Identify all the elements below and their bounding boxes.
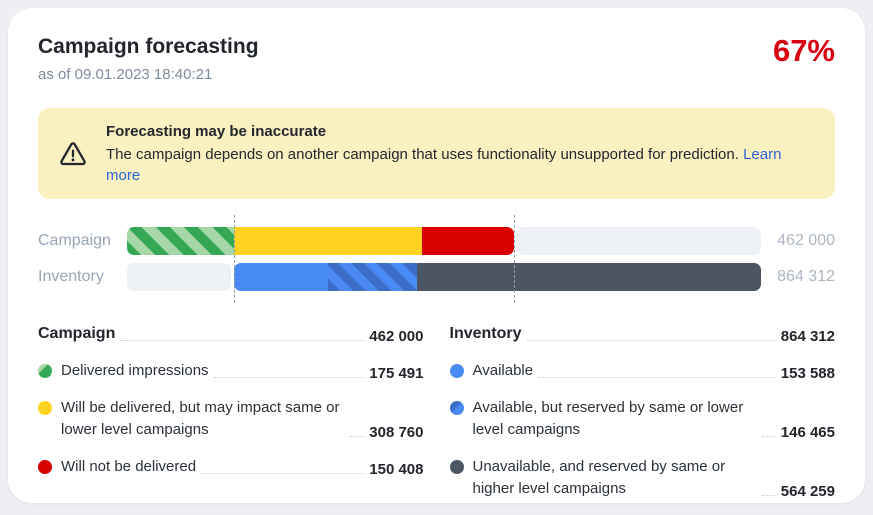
forecast-bars: Campaign 462 000 Inventory 864 312 (38, 215, 835, 303)
legend-item-value: 308 760 (369, 424, 424, 441)
legend-item-value: 150 408 (369, 461, 424, 478)
available-swatch-icon (449, 364, 464, 378)
dotted-leader (350, 436, 365, 437)
legend-campaign-column: Campaign 462 000 Delivered impressions 1… (38, 323, 424, 515)
bar-track-empty (127, 263, 231, 291)
legend-item-delivered: Delivered impressions 175 491 (38, 360, 424, 382)
delivered-swatch-icon (38, 364, 52, 378)
dotted-leader (526, 340, 776, 341)
legend-item-value: 564 259 (780, 483, 835, 500)
inventory-bar-row: Inventory 864 312 (38, 263, 835, 291)
campaign-bar-label: Campaign (38, 232, 111, 249)
bar-segment-delivered-impressions (127, 227, 234, 255)
available-reserved-swatch-icon (449, 401, 464, 415)
forecast-percent: 67% (772, 33, 835, 68)
legend-item-will-be-delivered: Will be delivered, but may impact same o… (38, 397, 424, 441)
campaign-bar-value: 462 000 (777, 232, 835, 249)
warning-title: Forecasting may be inaccurate (106, 123, 327, 140)
legend-item-available-reserved: Available, but reserved by same or lower… (449, 397, 835, 441)
legend-item-value: 175 491 (369, 365, 424, 382)
campaign-forecasting-card: Campaign forecasting as of 09.01.2023 18… (8, 8, 865, 503)
will-be-delivered-swatch-icon (38, 401, 52, 415)
legend: Campaign 462 000 Delivered impressions 1… (38, 323, 835, 515)
legend-item-available: Available 153 588 (449, 360, 835, 382)
bar-track-empty (516, 227, 761, 255)
dotted-leader (201, 473, 365, 474)
warning-content: Forecasting may be inaccurate The campai… (106, 121, 815, 186)
will-not-be-delivered-swatch-icon (38, 460, 52, 474)
dotted-leader (213, 377, 365, 378)
legend-campaign-title: Campaign (38, 325, 116, 342)
legend-item-label: Available, but reserved by same or lower… (472, 399, 744, 438)
page-title: Campaign forecasting (38, 35, 259, 58)
legend-campaign-header: Campaign 462 000 (38, 323, 424, 345)
warning-banner: Forecasting may be inaccurate The campai… (38, 108, 835, 199)
legend-campaign-total: 462 000 (369, 328, 424, 345)
legend-item-label: Will not be delivered (61, 458, 197, 475)
bar-segment-available (234, 263, 328, 291)
dotted-leader (538, 377, 776, 378)
legend-item-label: Will be delivered, but may impact same o… (61, 399, 340, 438)
legend-item-label: Delivered impressions (61, 362, 209, 379)
dotted-leader (761, 495, 776, 496)
campaign-bar (127, 227, 514, 255)
campaign-bar-track (127, 227, 761, 255)
warning-triangle-icon (58, 139, 88, 169)
legend-inventory-title: Inventory (449, 325, 522, 342)
legend-item-value: 146 465 (780, 424, 835, 441)
warning-message: The campaign depends on another campaign… (106, 146, 739, 163)
bar-segment-available-reserved (327, 263, 417, 291)
bar-segment-will-not-be-delivered (422, 227, 514, 255)
inventory-bar (234, 263, 761, 291)
learn-more-link[interactable]: Learn more (106, 146, 782, 184)
bar-segment-unavailable-reserved (416, 263, 761, 291)
inventory-bar-track (127, 263, 761, 291)
timestamp: as of 09.01.2023 18:40:21 (38, 66, 213, 83)
legend-item-unavailable-reserved: Unavailable, and reserved by same or hig… (449, 456, 835, 500)
legend-item-will-not-be-delivered: Will not be delivered 150 408 (38, 456, 424, 478)
dotted-leader (120, 340, 365, 341)
card-header: Campaign forecasting as of 09.01.2023 18… (38, 33, 835, 84)
title-block: Campaign forecasting as of 09.01.2023 18… (38, 34, 259, 83)
legend-item-value: 153 588 (780, 365, 835, 382)
dotted-leader (761, 436, 776, 437)
legend-inventory-total: 864 312 (780, 328, 835, 345)
campaign-bar-row: Campaign 462 000 (38, 227, 835, 255)
legend-inventory-header: Inventory 864 312 (450, 323, 836, 345)
bar-segment-will-be-delivered (234, 227, 423, 255)
inventory-bar-label: Inventory (38, 268, 104, 285)
unavailable-reserved-swatch-icon (449, 460, 464, 474)
warning-text: The campaign depends on another campaign… (106, 144, 815, 186)
legend-inventory-column: Inventory 864 312 Available 153 588 Avai… (449, 323, 836, 515)
inventory-bar-value: 864 312 (777, 268, 835, 285)
legend-item-label: Unavailable, and reserved by same or hig… (472, 458, 726, 497)
legend-item-label: Available (472, 362, 534, 379)
